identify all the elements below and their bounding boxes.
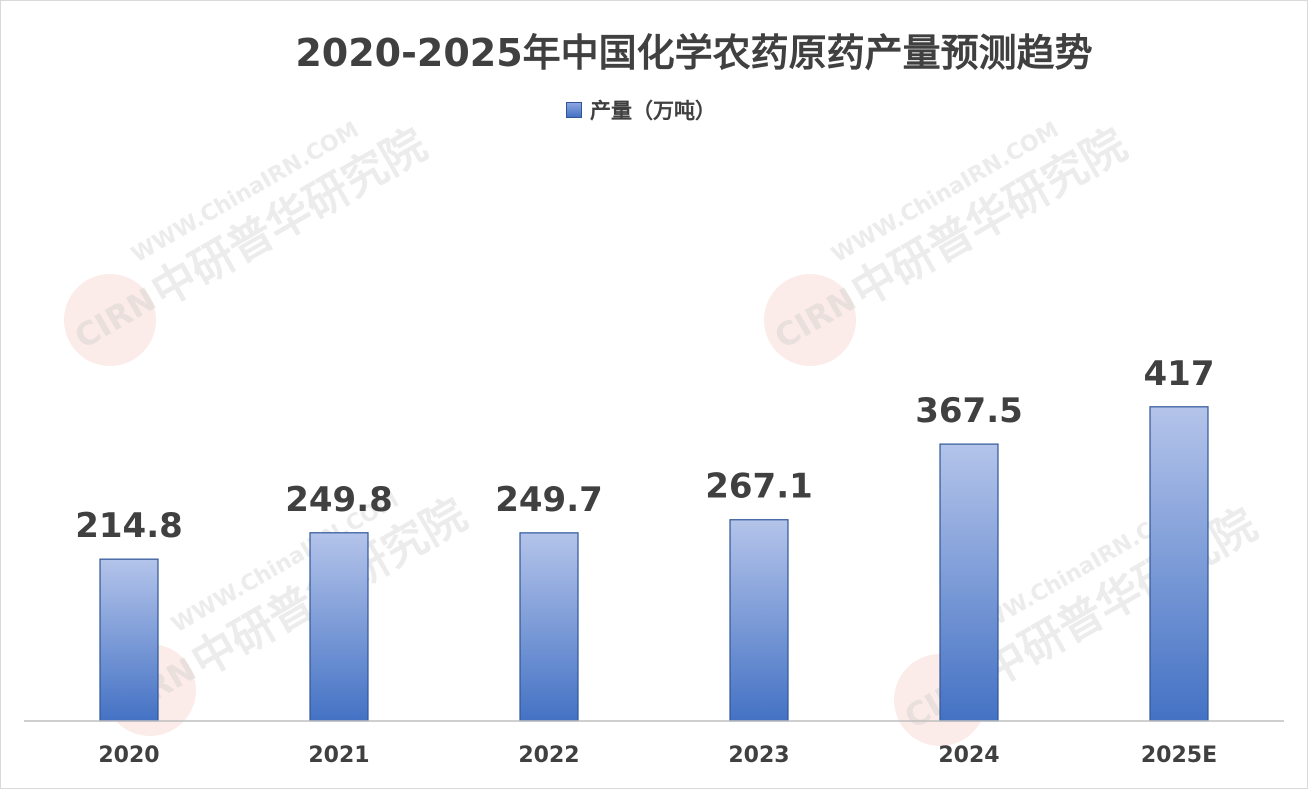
data-label-2020: 214.8 [75,506,183,546]
bar-2024 [939,443,999,722]
x-tick-label-2023: 2023 [728,743,789,768]
legend-swatch [566,102,582,118]
bar-2025E [1149,406,1209,722]
watermark-logo-circle [64,274,156,366]
bars-group: 214.8 249.8 249.7 267.1 367.5 417 [75,354,1215,722]
data-label-2022: 249.7 [495,480,603,520]
bar-2020 [99,558,159,722]
legend-label-series: 产量（万吨） [590,99,716,123]
bar-2023 [729,519,789,722]
bar-2021 [309,532,369,722]
chart-title: 2020-2025年中国化学农药原药产量预测趋势 [295,31,1093,75]
data-label-2023: 267.1 [705,467,813,507]
legend: 产量（万吨） [566,96,716,124]
data-label-2025E: 417 [1144,354,1215,394]
bar-2022 [519,532,579,722]
x-tick-label-2021: 2021 [308,743,369,768]
x-tick-label-2022: 2022 [518,743,579,768]
x-tick-label-2025E: 2025E [1141,743,1217,768]
data-label-2024: 367.5 [915,391,1023,431]
data-label-2021: 249.8 [285,480,393,520]
x-tick-label-2020: 2020 [98,743,159,768]
x-tick-label-2024: 2024 [938,743,999,768]
watermark-logo-circle [764,274,856,366]
x-axis-ticks: 2020 2021 2022 2023 2024 2025E [98,743,1217,768]
